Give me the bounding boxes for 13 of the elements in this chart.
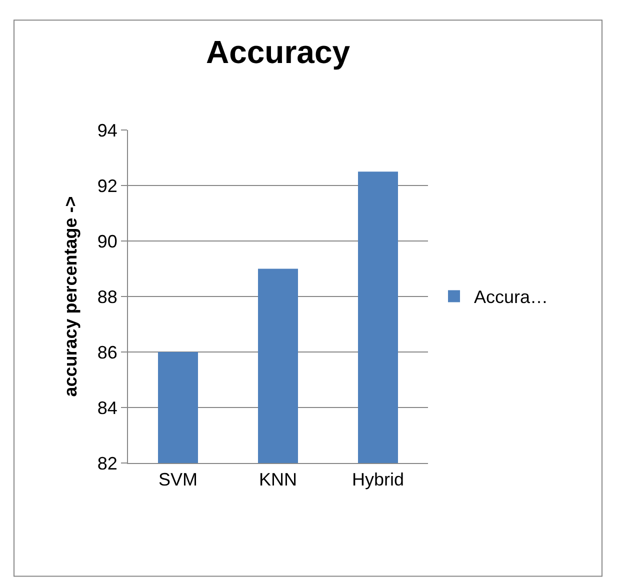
y-tick-label: 84 [97, 398, 118, 418]
x-tick-label: SVM [158, 470, 198, 490]
y-tick-label: 86 [97, 342, 118, 362]
y-tick-label: 90 [97, 231, 118, 252]
chart-title: Accuracy [206, 34, 350, 70]
x-tick-label: KNN [258, 470, 298, 490]
legend-label: Accura… [474, 287, 548, 308]
y-tick-label: 94 [97, 120, 118, 140]
y-tick-label: 92 [97, 176, 118, 196]
y-tick-label: 88 [97, 286, 118, 307]
y-tick-label: 82 [97, 453, 118, 474]
x-tick-label: Hybrid [352, 470, 404, 490]
y-axis-title: accuracy percentage -> [60, 196, 81, 397]
